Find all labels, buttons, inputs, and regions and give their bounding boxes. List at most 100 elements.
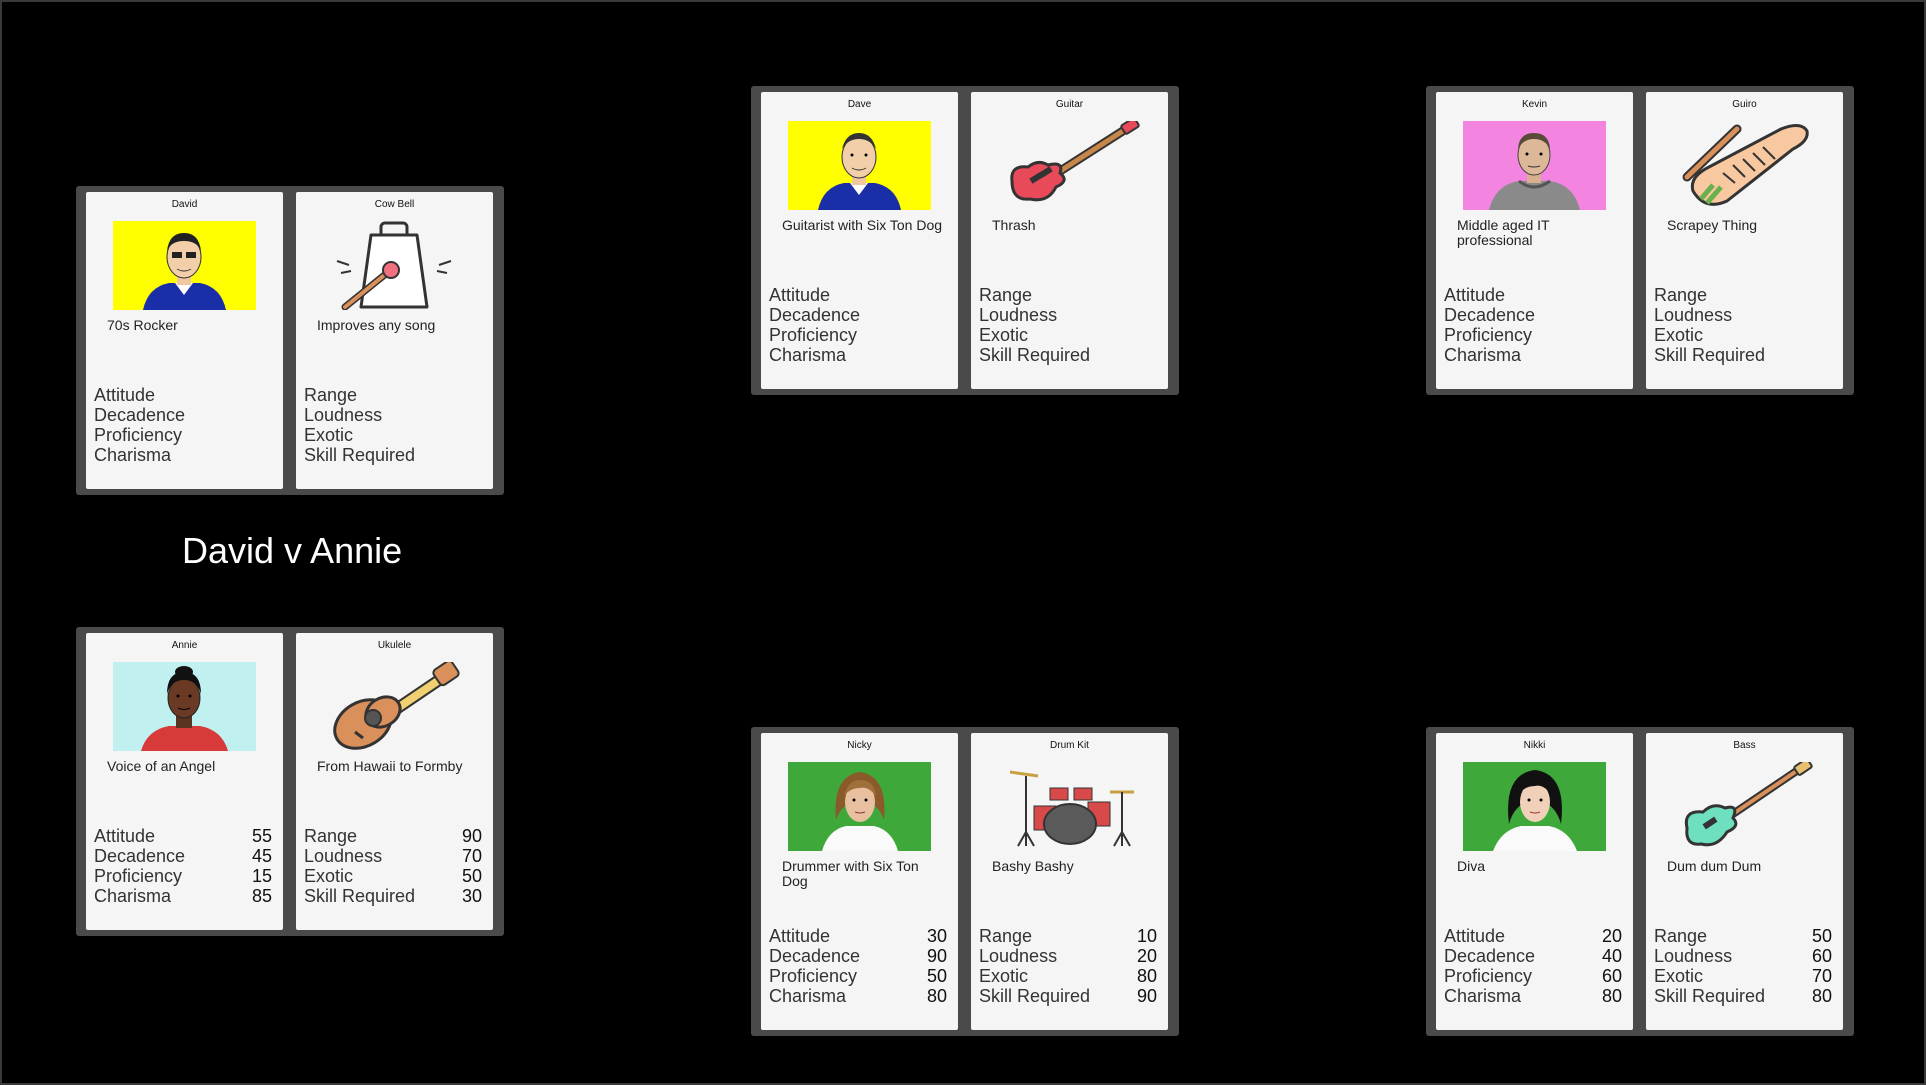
stat-row: Attitude 30 [769,926,947,946]
instrument-stats: Range 90 Loudness 70 Exotic 50 Skill Requir… [304,826,482,906]
card-pair-dave: Dave Guitarist with Six Ton Dog Attitude… [751,86,1179,395]
stat-row: Proficiency [769,325,947,345]
player-card[interactable]: Dave Guitarist with Six Ton Dog Attitude… [761,92,958,389]
stat-value: 45 [251,846,272,866]
stat-label: Exotic [1654,325,1704,345]
stat-label: Attitude [1444,926,1506,946]
instrument-name: Ukulele [377,640,412,651]
card-pair-nicky: Nicky Drummer with Six Ton Dog Attitude 3… [751,727,1179,1036]
stat-row: Loudness 20 [979,946,1157,966]
stat-label: Decadence [94,405,186,425]
player-card[interactable]: Nikki Diva Attitude 20 Decadence 40 Profic… [1436,733,1633,1030]
stat-row: Charisma [769,345,947,365]
stat-row: Charisma 80 [1444,986,1622,1006]
stat-label: Decadence [1444,946,1536,966]
stat-label: Proficiency [1444,325,1533,345]
stat-label: Skill Required [1654,986,1766,1006]
stat-row: Decadence 45 [94,846,272,866]
instrument-card[interactable]: Bass Dum dum Dum Range 50 Loudness 60 Exot… [1646,733,1843,1030]
stat-label: Exotic [979,325,1029,345]
stat-label: Exotic [1654,966,1704,986]
player-description: Middle aged IT professional [1457,217,1550,248]
stat-row: Attitude [1444,285,1622,305]
stat-row: Charisma [94,445,272,465]
stat-label: Proficiency [94,425,183,445]
stat-row: Exotic [1654,325,1832,345]
ukulele-icon [323,662,466,751]
stat-label: Loudness [304,405,383,425]
instrument-stats: Range Loudness Exotic Skill Required [979,285,1157,365]
stat-row: Loudness [979,305,1157,325]
player-card[interactable]: Annie Voice of an Angel Attitude 55 Decad… [86,633,283,930]
stat-row: Range [304,385,482,405]
instrument-name: Guiro [1732,99,1757,110]
player-card[interactable]: David 70s Rocker Attitude Decadence Prof… [86,192,283,489]
stat-label: Range [1654,926,1708,946]
stat-row: Charisma 80 [769,986,947,1006]
instrument-description: Thrash [992,217,1036,233]
stat-label: Skill Required [1654,345,1766,365]
stat-row: Decadence 90 [769,946,947,966]
instrument-name: Cow Bell [374,199,415,210]
instrument-description: From Hawaii to Formby [317,758,463,774]
stat-value: 55 [251,826,272,846]
man-blue-shirt-icon [113,221,256,310]
instrument-card[interactable]: Ukulele From Hawaii to Formby Range 90 Lo… [296,633,493,930]
instrument-name: Guitar [1055,99,1084,110]
stat-label: Attitude [769,926,831,946]
stat-label: Decadence [94,846,186,866]
stat-row: Decadence 40 [1444,946,1622,966]
player-name: David [171,199,198,210]
stat-value: 50 [461,866,482,886]
stat-row: Decadence [94,405,272,425]
stat-row: Exotic 50 [304,866,482,886]
stat-label: Charisma [94,886,172,906]
stat-value: 80 [1811,986,1832,1006]
stat-row: Exotic 70 [1654,966,1832,986]
stat-value: 90 [926,946,947,966]
stat-value: 90 [461,826,482,846]
player-card[interactable]: Nicky Drummer with Six Ton Dog Attitude 3… [761,733,958,1030]
instrument-description: Dum dum Dum [1667,858,1762,874]
player-stats: Attitude Decadence Proficiency Charisma [1444,285,1622,365]
instrument-card[interactable]: Drum Kit Bashy Bashy Range 10 Loudness 20 … [971,733,1168,1030]
stat-row: Proficiency [94,425,272,445]
instrument-name: Bass [1733,740,1756,751]
instrument-card[interactable]: Cow Bell Improves any song Range Loudnes… [296,192,493,489]
stat-label: Charisma [1444,986,1522,1006]
player-stats: Attitude Decadence Proficiency Charisma [769,285,947,365]
card-pair-kevin: Kevin Middle aged IT professional Attitu… [1426,86,1854,395]
man-grey-hoodie-icon [1463,121,1606,210]
stat-label: Range [979,285,1033,305]
stat-label: Skill Required [979,986,1091,1006]
stat-row: Attitude [769,285,947,305]
instrument-card[interactable]: Guiro Scrapey Thing Range Loudness Exoti… [1646,92,1843,389]
player-description: Guitarist with Six Ton Dog [782,217,943,233]
drum-kit-icon [998,762,1141,851]
instrument-name: Drum Kit [1050,740,1089,751]
stat-label: Loudness [1654,305,1733,325]
stat-row: Exotic [979,325,1157,345]
stat-label: Attitude [769,285,831,305]
stat-label: Range [979,926,1033,946]
player-card[interactable]: Kevin Middle aged IT professional Attitu… [1436,92,1633,389]
stat-label: Charisma [94,445,172,465]
stat-row: Skill Required [304,445,482,465]
stat-row: Attitude 20 [1444,926,1622,946]
player-name: Dave [847,99,872,110]
stat-row: Exotic 80 [979,966,1157,986]
stat-label: Skill Required [304,445,416,465]
instrument-stats: Range Loudness Exotic Skill Required [1654,285,1832,365]
player-stats: Attitude 30 Decadence 90 Proficiency 50 Cha… [769,926,947,1006]
instrument-card[interactable]: Guitar Thrash Range Loudness Exotic Skil… [971,92,1168,389]
stat-row: Loudness [1654,305,1832,325]
stat-value: 30 [926,926,947,946]
stat-label: Charisma [769,345,847,365]
dark-hair-person-icon [1463,762,1606,851]
stat-label: Exotic [304,425,354,445]
instrument-stats: Range Loudness Exotic Skill Required [304,385,482,465]
stat-label: Exotic [979,966,1029,986]
stat-label: Range [1654,285,1708,305]
stat-label: Proficiency [94,866,183,886]
stat-label: Decadence [769,946,861,966]
